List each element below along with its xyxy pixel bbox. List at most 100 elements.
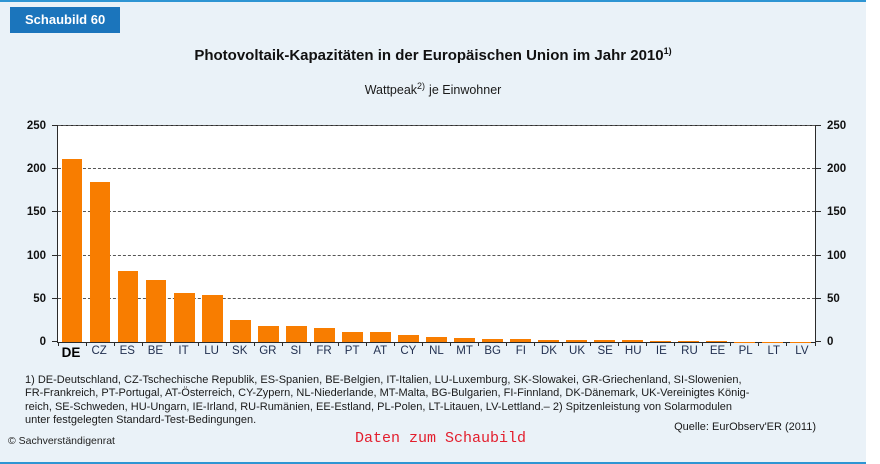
x-axis-label-LT: LT xyxy=(767,345,781,357)
bar-slot-SE xyxy=(591,126,619,342)
bar-slot-PL xyxy=(731,126,759,342)
x-axis-label-DK: DK xyxy=(540,345,557,357)
y-axis-label-left-50: 50 xyxy=(33,292,46,305)
x-axis-tick xyxy=(421,342,423,346)
x-axis-label-IT: IT xyxy=(178,345,189,357)
bar-slot-IE xyxy=(647,126,675,342)
bar-CZ xyxy=(89,182,111,342)
bar-SI xyxy=(285,326,307,342)
x-axis-label-NL: NL xyxy=(429,345,444,357)
x-axis-tick xyxy=(225,342,227,346)
bar-slot-FI xyxy=(507,126,535,342)
x-axis-tick xyxy=(814,342,816,346)
bar-slot-CY xyxy=(394,126,422,342)
y-axis-label-left-250: 250 xyxy=(26,120,46,132)
gridline-50 xyxy=(58,297,815,299)
y-axis-label-right-0: 0 xyxy=(827,336,834,348)
footnote-line: reich, SE-Schweden, HU-Ungarn, IE-Irland… xyxy=(25,400,733,413)
x-axis-label-SE: SE xyxy=(597,345,613,357)
bar-slot-SI xyxy=(282,126,310,342)
bar-slot-HU xyxy=(619,126,647,342)
x-axis-tick xyxy=(85,342,87,346)
y-axis-tick-left-150 xyxy=(52,211,57,213)
footnote: 1) DE-Deutschland, CZ-Tschechische Repub… xyxy=(25,374,857,428)
bar-DE xyxy=(61,158,83,342)
bar-slot-GR xyxy=(254,126,282,342)
x-axis-label-AT: AT xyxy=(373,345,388,357)
x-axis-label-ES: ES xyxy=(119,345,135,357)
x-axis-label-BG: BG xyxy=(484,345,501,357)
bar-slot-NL xyxy=(422,126,450,342)
y-axis-tick-right-0 xyxy=(816,341,821,342)
x-axis-label-GR: GR xyxy=(259,345,277,357)
figure-badge: Schaubild 60 xyxy=(10,7,121,33)
source-note: Quelle: EurObserv'ER (2011) xyxy=(674,421,816,433)
bar-UK xyxy=(566,340,587,342)
x-axis-tick xyxy=(786,342,788,346)
y-axis-tick-right-200 xyxy=(816,168,821,170)
x-axis-tick xyxy=(113,342,115,346)
bar-slot-DE xyxy=(58,126,86,342)
gridline-200 xyxy=(58,168,815,170)
chart-title-footnote-marker: 1) xyxy=(663,46,672,56)
x-axis-label-BE: BE xyxy=(147,345,164,357)
bar-CY xyxy=(398,335,419,342)
x-axis-label-PL: PL xyxy=(738,345,753,357)
bar-AT xyxy=(369,331,391,342)
data-link[interactable]: Daten zum Schaubild xyxy=(355,430,527,447)
y-axis-tick-left-250 xyxy=(52,125,57,126)
x-axis-label-LV: LV xyxy=(795,345,809,357)
bar-NL xyxy=(426,336,447,342)
bar-IE xyxy=(650,340,672,342)
x-axis-label-RU: RU xyxy=(681,345,698,357)
x-axis-label-HU: HU xyxy=(624,345,642,357)
bar-slot-CZ xyxy=(86,126,114,342)
x-axis-tick xyxy=(337,342,339,346)
footnote-line: FR-Frankreich, PT-Portugal, AT-Österreic… xyxy=(25,387,750,400)
x-axis-tick xyxy=(365,342,367,346)
chart-subtitle-rest: je Einwohner xyxy=(429,83,502,97)
bar-slot-BG xyxy=(478,126,506,342)
bar-slot-LT xyxy=(759,126,787,342)
x-axis-tick xyxy=(646,342,648,346)
gridline-100 xyxy=(58,254,815,256)
y-axis-tick-right-100 xyxy=(816,254,821,256)
bar-FI xyxy=(510,339,531,342)
y-axis-label-left-0: 0 xyxy=(39,336,46,348)
x-axis-tick xyxy=(562,342,564,346)
bar-DK xyxy=(538,340,559,342)
y-axis-label-right-200: 200 xyxy=(827,163,847,176)
bar-slot-UK xyxy=(563,126,591,342)
bar-slot-SK xyxy=(226,126,254,342)
x-axis-tick xyxy=(478,342,480,346)
bar-BE xyxy=(145,279,167,342)
x-axis-label-UK: UK xyxy=(569,345,586,357)
bar-slot-IT xyxy=(170,126,198,342)
x-axis-tick xyxy=(758,342,760,346)
bar-HU xyxy=(622,340,643,342)
bar-slot-FR xyxy=(310,126,338,342)
gridline-250 xyxy=(58,125,815,126)
bar-ES xyxy=(117,271,139,342)
x-axis-label-SK: SK xyxy=(232,345,248,357)
x-axis-tick xyxy=(618,342,620,346)
chart-title-text: Photovoltaik-Kapazitäten in der Europäis… xyxy=(194,47,664,64)
y-axis-tick-right-50 xyxy=(816,297,821,299)
x-axis-tick xyxy=(534,342,536,346)
bar-slot-RU xyxy=(675,126,703,342)
bar-MT xyxy=(454,337,475,342)
x-axis-label-FR: FR xyxy=(316,345,332,357)
x-axis-label-IE: IE xyxy=(655,345,667,357)
bar-slot-LU xyxy=(198,126,226,342)
bar-slot-BE xyxy=(142,126,170,342)
y-axis-tick-right-250 xyxy=(816,125,821,126)
y-axis-label-right-50: 50 xyxy=(827,292,840,305)
x-axis-tick xyxy=(141,342,143,346)
x-axis-label-MT: MT xyxy=(456,345,473,357)
chart-subtitle-unit: Wattpeak xyxy=(364,83,418,97)
x-axis-tick xyxy=(281,342,283,346)
bar-SK xyxy=(229,319,251,342)
y-axis-tick-left-0 xyxy=(52,341,57,342)
x-axis-label-EE: EE xyxy=(709,345,726,357)
